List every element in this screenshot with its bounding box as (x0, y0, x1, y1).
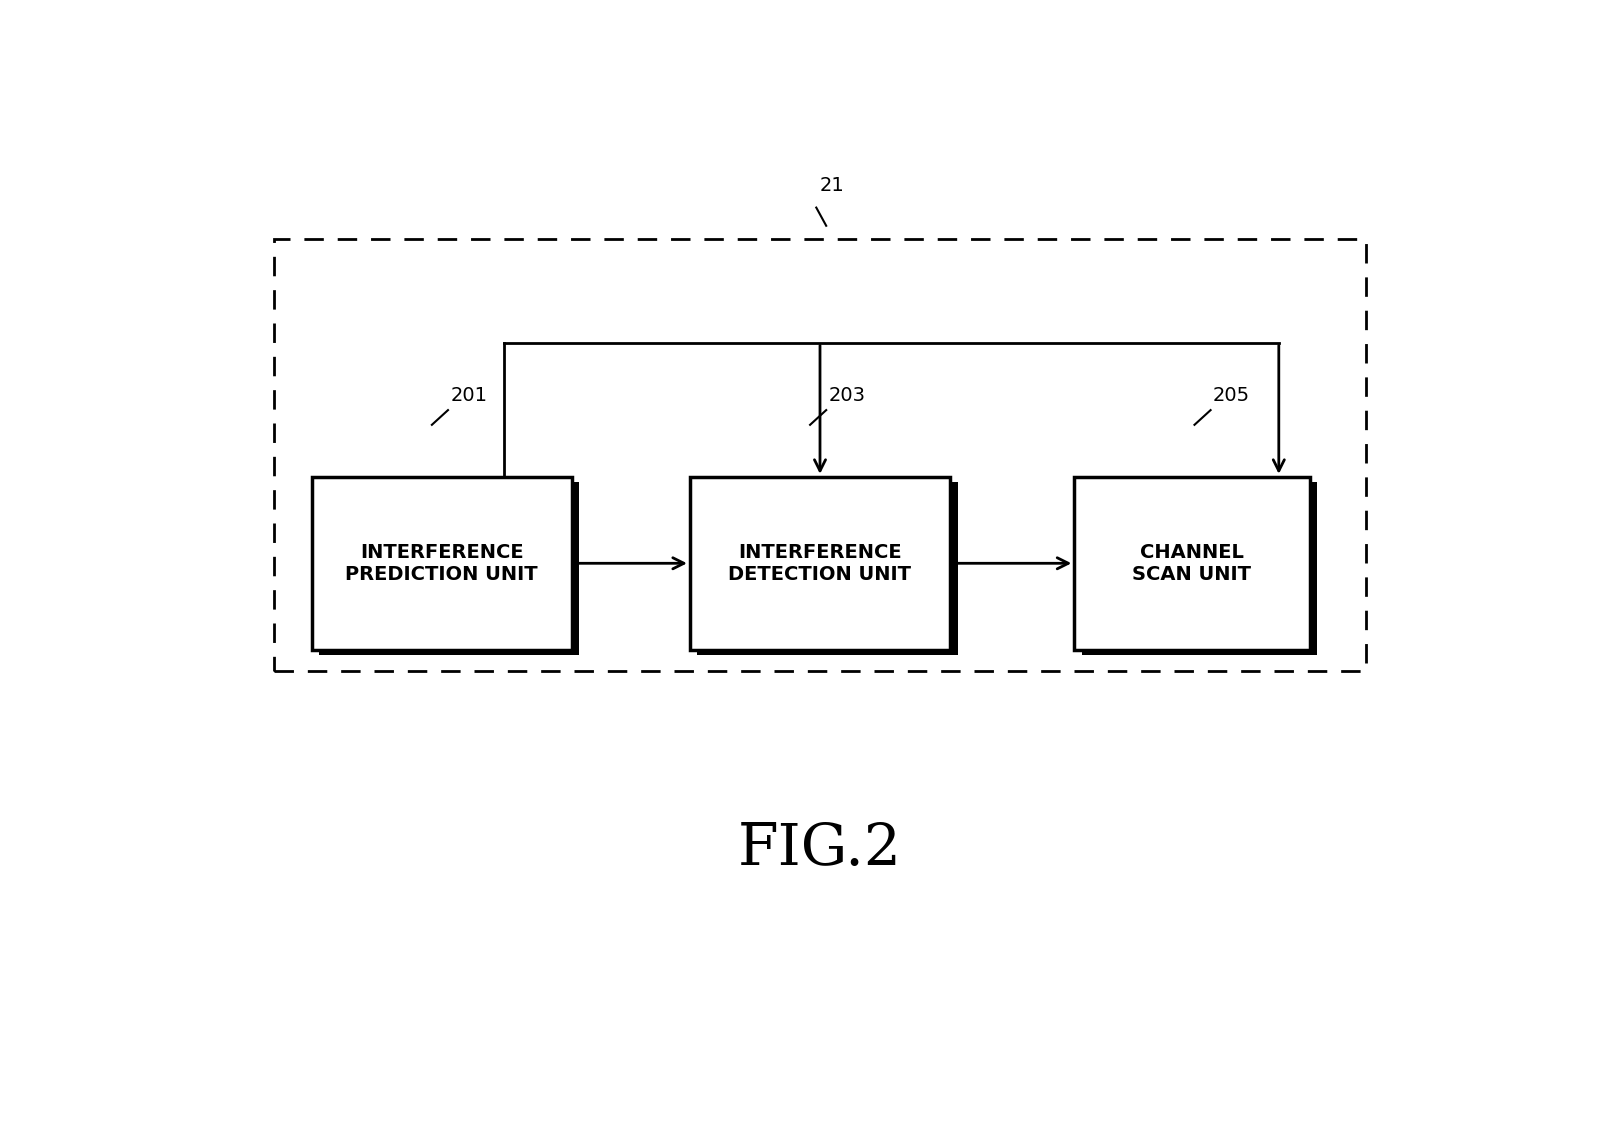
Text: FIG.2: FIG.2 (738, 821, 902, 877)
Text: INTERFERENCE
DETECTION UNIT: INTERFERENCE DETECTION UNIT (728, 543, 912, 583)
Text: 205: 205 (1213, 386, 1250, 405)
Text: 203: 203 (829, 386, 866, 405)
Bar (312, 477, 573, 650)
Bar (698, 482, 958, 655)
Bar (690, 477, 950, 650)
Text: 21: 21 (821, 176, 845, 196)
Bar (1074, 477, 1310, 650)
Text: INTERFERENCE
PREDICTION UNIT: INTERFERENCE PREDICTION UNIT (346, 543, 538, 583)
Bar (275, 238, 1365, 671)
Bar (1082, 482, 1317, 655)
Text: 201: 201 (451, 386, 488, 405)
Text: CHANNEL
SCAN UNIT: CHANNEL SCAN UNIT (1133, 543, 1251, 583)
Bar (318, 482, 579, 655)
